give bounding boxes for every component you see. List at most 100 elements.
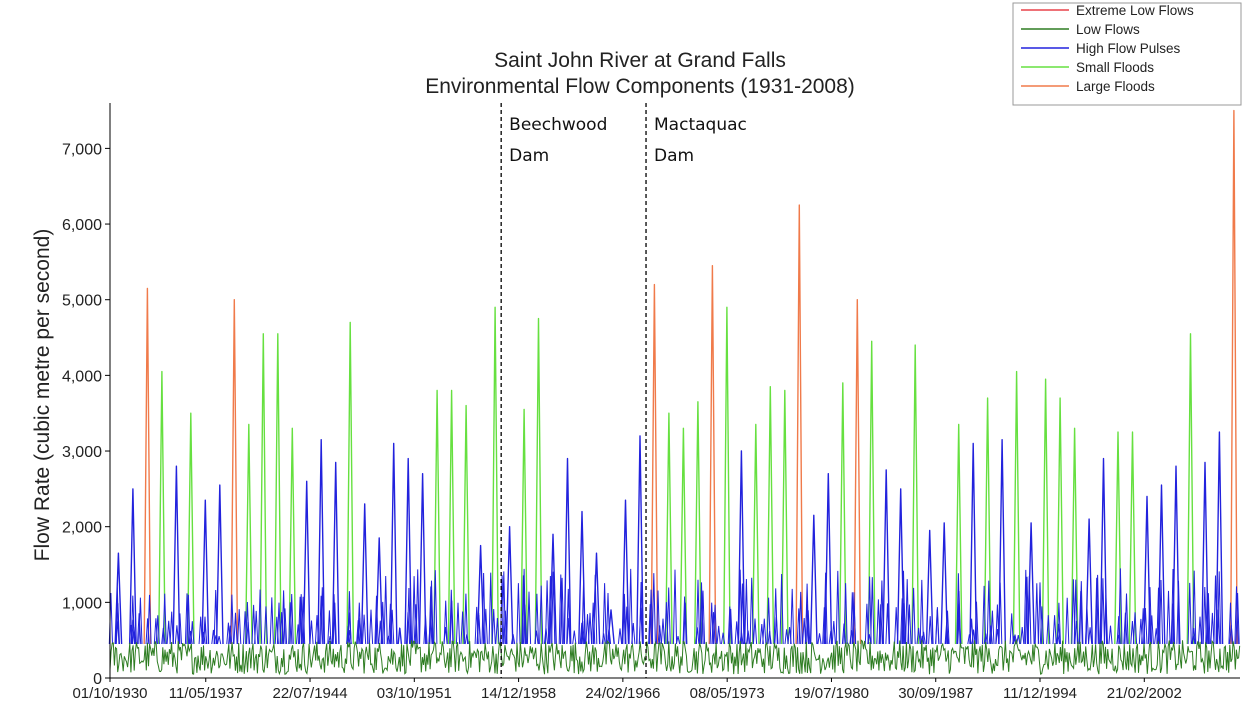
minor-pulse-mark: [1187, 582, 1192, 645]
minor-pulse-mark: [1108, 625, 1113, 645]
minor-pulse-mark: [817, 633, 822, 645]
annual-peak-mark: [288, 427, 297, 645]
minor-pulse-mark: [269, 597, 274, 645]
minor-pulse-mark: [511, 634, 516, 645]
minor-pulse-mark: [672, 569, 678, 645]
annual-peak-mark: [143, 287, 152, 645]
minor-pulse-mark: [115, 603, 120, 645]
minor-pulse-mark: [327, 610, 332, 645]
minor-pulse-mark: [682, 596, 687, 645]
annual-peak-mark: [158, 370, 166, 645]
annual-peak-mark: [1157, 484, 1166, 645]
minor-pulse-mark: [1124, 593, 1129, 645]
minor-pulse-mark: [744, 578, 749, 645]
minor-pulse-mark: [229, 594, 234, 645]
minor-pulse-mark: [1088, 627, 1093, 645]
minor-pulse-mark: [746, 630, 751, 645]
minor-pulse-mark: [885, 603, 890, 645]
minor-pulse-mark: [545, 580, 550, 645]
minor-pulse-mark: [1071, 579, 1076, 645]
annual-peak-mark: [505, 526, 514, 645]
minor-pulse-mark: [501, 571, 506, 645]
minor-pulse-mark: [740, 583, 745, 645]
minor-pulse-mark: [483, 608, 488, 645]
minor-pulse-mark: [155, 615, 160, 645]
chart-title-line-2: Environmental Flow Components (1931-2008…: [425, 75, 855, 98]
minor-pulse-mark: [734, 621, 739, 645]
minor-pulse-mark: [346, 625, 351, 645]
minor-pulse-mark: [386, 635, 391, 645]
minor-pulse-mark: [543, 627, 549, 645]
minor-pulse-mark: [288, 602, 293, 645]
annual-peak-mark: [824, 473, 833, 645]
minor-pulse-mark: [217, 636, 222, 645]
minor-pulse-mark: [1055, 634, 1060, 645]
minor-pulse-mark: [374, 595, 379, 645]
minor-pulse-mark: [700, 590, 706, 645]
annual-peak-mark: [520, 408, 528, 645]
minor-pulse-mark: [651, 573, 656, 645]
minor-pulse-mark: [1170, 603, 1175, 645]
minor-pulse-mark: [378, 620, 383, 645]
minor-pulse-mark: [851, 592, 856, 645]
x-tick-label: 08/05/1973: [690, 685, 765, 702]
low-flows-series: [109, 638, 1241, 676]
minor-pulse-mark: [749, 577, 754, 645]
annual-peak-mark: [853, 299, 862, 645]
minor-pulse-mark: [585, 614, 590, 645]
base-flow-layer: [109, 638, 1241, 676]
minor-pulse-mark: [1100, 578, 1105, 645]
minor-pulse-mark: [631, 622, 636, 645]
minor-pulse-mark: [905, 579, 910, 645]
minor-pulse-mark: [900, 598, 905, 645]
minor-pulse-mark: [728, 608, 733, 645]
minor-pulse-mark: [727, 606, 732, 645]
minor-pulse-mark: [198, 616, 203, 645]
x-tick-label: 11/05/1937: [169, 685, 243, 702]
minor-pulse-mark: [1116, 616, 1121, 645]
minor-pulse-mark: [476, 615, 481, 645]
minor-pulse-mark: [1138, 618, 1143, 645]
minor-pulse-mark: [137, 613, 142, 645]
minor-pulse-mark: [1176, 580, 1181, 645]
minor-pulse-mark: [911, 587, 916, 645]
minor-pulse-mark: [415, 569, 420, 645]
minor-pulse-mark: [186, 594, 191, 645]
minor-pulse-mark: [606, 628, 612, 645]
annual-peak-mark: [201, 499, 210, 645]
minor-pulse-mark: [983, 633, 988, 645]
minor-pulse-mark: [188, 630, 193, 645]
minor-pulse-mark: [177, 613, 182, 645]
annual-peak-mark: [172, 465, 181, 645]
minor-pulse-mark: [867, 576, 872, 645]
minor-pulse-mark: [281, 590, 286, 645]
dam-label: Mactaquac: [654, 115, 747, 135]
minor-pulse-mark: [967, 634, 972, 645]
y-axis-ticks: 0 1,000 2,000 3,000 4,000 5,000 6,000 7,000: [62, 141, 110, 688]
peak-layer: [108, 109, 1240, 645]
minor-pulse-mark: [332, 602, 337, 645]
minor-pulse-mark: [362, 614, 367, 645]
minor-pulse-mark: [695, 627, 700, 645]
annual-peak-mark: [679, 427, 688, 645]
minor-pulse-mark: [433, 570, 438, 645]
annual-peak-mark: [708, 265, 717, 645]
annual-peak-mark: [1215, 431, 1224, 645]
minor-pulse-mark: [835, 570, 840, 645]
minor-pulse-mark: [579, 622, 584, 645]
minor-pulse-mark: [798, 591, 803, 645]
minor-pulse-mark: [211, 629, 216, 645]
minor-pulse-mark: [617, 628, 623, 645]
minor-pulse-mark: [1156, 587, 1161, 645]
y-tick-label: 1,000: [62, 595, 102, 612]
dam-label: Dam: [654, 146, 694, 166]
minor-pulse-mark: [580, 620, 585, 645]
minor-pulse-mark: [957, 614, 962, 645]
minor-pulse-mark: [843, 583, 848, 645]
minor-pulse-mark: [138, 597, 143, 645]
minor-pulse-mark: [412, 576, 417, 645]
minor-pulse-mark: [184, 593, 190, 645]
minor-pulse-mark: [298, 596, 303, 645]
annual-peak-mark: [230, 299, 239, 645]
